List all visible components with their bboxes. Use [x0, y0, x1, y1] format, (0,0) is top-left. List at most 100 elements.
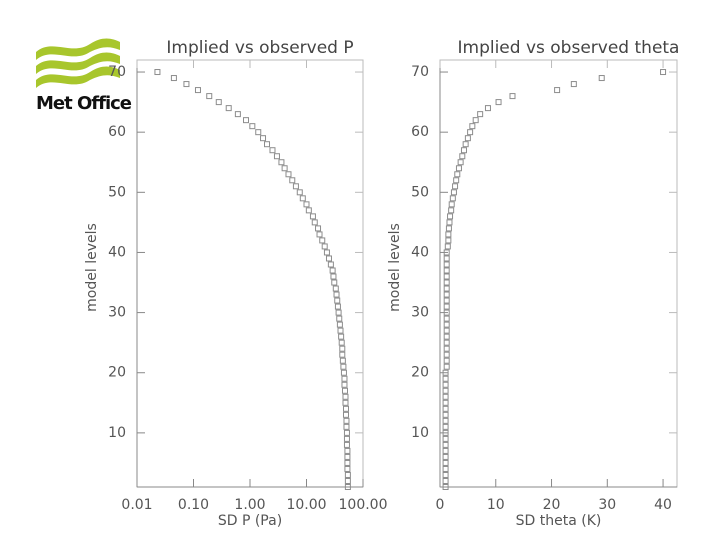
- point: [459, 153, 466, 160]
- point: [343, 429, 350, 436]
- point: [281, 165, 288, 172]
- point: [303, 201, 310, 208]
- point: [554, 87, 561, 94]
- point: [336, 315, 343, 322]
- x-tick-label: 20: [543, 497, 561, 513]
- point: [315, 225, 322, 232]
- point: [442, 417, 449, 424]
- point: [343, 435, 350, 442]
- point: [443, 327, 450, 334]
- y-tick-label: 70: [411, 64, 429, 80]
- point: [443, 357, 450, 364]
- point: [342, 411, 349, 418]
- point: [442, 387, 449, 394]
- point: [443, 351, 450, 358]
- y-tick-label: 40: [411, 244, 429, 260]
- chart-title: Implied vs observed P: [166, 38, 353, 58]
- point: [442, 405, 449, 412]
- point: [442, 381, 449, 388]
- point: [477, 111, 484, 118]
- point: [321, 243, 328, 250]
- point: [455, 165, 462, 172]
- point: [338, 333, 345, 340]
- point: [443, 273, 450, 280]
- point: [323, 249, 330, 256]
- plot-frame: [439, 59, 678, 488]
- x-tick-label: 0: [436, 497, 445, 513]
- point: [442, 399, 449, 406]
- x-tick-label: 10: [487, 497, 505, 513]
- point: [442, 465, 449, 472]
- point: [343, 417, 350, 424]
- point: [443, 363, 450, 370]
- y-tick-label: 50: [108, 184, 126, 200]
- point: [316, 231, 323, 238]
- point: [170, 75, 177, 82]
- point: [464, 135, 471, 142]
- point: [442, 423, 449, 430]
- point: [339, 345, 346, 352]
- logo: Met Office: [36, 38, 133, 114]
- point: [467, 129, 474, 136]
- point: [446, 219, 453, 226]
- point: [243, 117, 250, 124]
- point: [340, 363, 347, 370]
- point: [335, 309, 342, 316]
- point: [443, 279, 450, 286]
- y-tick-label: 50: [411, 184, 429, 200]
- point: [443, 285, 450, 292]
- point: [339, 351, 346, 358]
- point: [443, 333, 450, 340]
- point: [462, 141, 469, 148]
- point: [469, 123, 476, 130]
- point: [342, 393, 349, 400]
- point: [305, 207, 312, 214]
- point: [443, 345, 450, 352]
- logo-wave: [36, 38, 120, 60]
- x-tick-label: 40: [654, 497, 672, 513]
- y-tick-label: 40: [108, 244, 126, 260]
- logo-text: Met Office: [36, 93, 132, 114]
- point: [443, 291, 450, 298]
- point: [443, 321, 450, 328]
- point: [509, 93, 516, 100]
- point: [450, 189, 457, 196]
- x-tick-label: 100.00: [339, 497, 388, 513]
- chart-title: Implied vs observed theta: [458, 38, 680, 58]
- point: [442, 471, 449, 478]
- point: [472, 117, 479, 124]
- point: [344, 459, 351, 466]
- point: [330, 273, 337, 280]
- point: [225, 105, 232, 112]
- point: [453, 177, 460, 184]
- point: [341, 387, 348, 394]
- point: [442, 447, 449, 454]
- x-tick-label: 30: [598, 497, 616, 513]
- x-axis-label: SD theta (K): [516, 513, 602, 529]
- y-tick-label: 60: [108, 124, 126, 140]
- point: [454, 171, 461, 178]
- point: [443, 309, 450, 316]
- y-tick-label: 10: [411, 425, 429, 441]
- point: [289, 177, 296, 184]
- point: [442, 375, 449, 382]
- point: [260, 135, 267, 142]
- point: [278, 159, 285, 166]
- point: [154, 69, 161, 76]
- point: [333, 291, 340, 298]
- point: [495, 99, 502, 106]
- y-axis-label: model levels: [84, 223, 100, 312]
- point: [334, 297, 341, 304]
- point: [442, 484, 449, 490]
- point: [448, 207, 455, 214]
- point: [340, 369, 347, 376]
- point: [329, 267, 336, 274]
- point: [442, 411, 449, 418]
- x-tick-label: 10.00: [286, 497, 326, 513]
- point: [460, 147, 467, 154]
- point: [442, 393, 449, 400]
- y-axis-label: model levels: [387, 223, 403, 312]
- logo-wave: [36, 52, 120, 74]
- point: [457, 159, 464, 166]
